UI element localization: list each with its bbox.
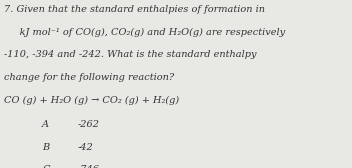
Text: change for the following reaction?: change for the following reaction? bbox=[4, 73, 174, 82]
Text: 7. Given that the standard enthalpies of formation in: 7. Given that the standard enthalpies of… bbox=[4, 5, 264, 14]
Text: -110, -394 and -242. What is the standard enthalpy: -110, -394 and -242. What is the standar… bbox=[4, 50, 256, 59]
Text: C: C bbox=[42, 165, 50, 168]
Text: -262: -262 bbox=[77, 120, 100, 129]
Text: kJ mol⁻¹ of CO(g), CO₂(g) and H₂O(g) are respectively: kJ mol⁻¹ of CO(g), CO₂(g) and H₂O(g) are… bbox=[4, 28, 285, 37]
Text: -42: -42 bbox=[77, 143, 93, 152]
Text: B: B bbox=[42, 143, 49, 152]
Text: CO (g) + H₂O (g) → CO₂ (g) + H₂(g): CO (g) + H₂O (g) → CO₂ (g) + H₂(g) bbox=[4, 96, 179, 105]
Text: A: A bbox=[42, 120, 49, 129]
Text: -746: -746 bbox=[77, 165, 100, 168]
